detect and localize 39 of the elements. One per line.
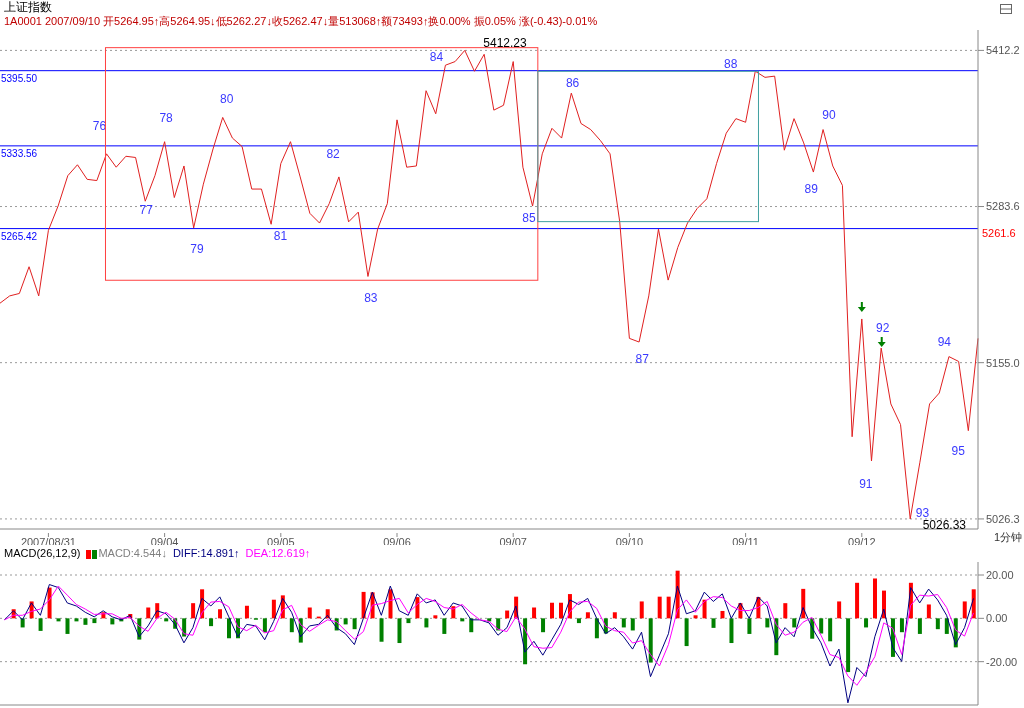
text: DIFF:14.891↑ <box>172 547 240 559</box>
annotation: 91 <box>859 476 873 491</box>
y-tick-label: 5412.2 <box>986 44 1020 57</box>
annotation: 5026.33 <box>922 518 967 533</box>
annotation: 79 <box>190 242 204 257</box>
annotation: 86 <box>565 75 580 90</box>
annotation: 92 <box>876 321 890 336</box>
ref-line-label: 5333.56 <box>1 147 38 159</box>
annotation: 95 <box>951 444 966 459</box>
annotation: 90 <box>822 107 837 122</box>
annotation: 5412.23 <box>483 35 528 50</box>
annotation: 88 <box>723 56 738 71</box>
annotation: 80 <box>220 91 234 106</box>
annotation: 84 <box>429 50 444 65</box>
annotation: 82 <box>326 146 341 161</box>
annotation: 94 <box>937 334 952 349</box>
y-tick-label: 20.00 <box>986 568 1014 581</box>
annotation: 93 <box>915 505 930 520</box>
y-tick-label: 5155.0 <box>986 356 1020 369</box>
text: 5261.6 <box>982 226 1016 239</box>
y-tick-label: -20.00 <box>986 655 1018 668</box>
ref-line-label: 5265.42 <box>1 230 38 242</box>
chart-title: MACD(26,12,9) <box>4 547 81 559</box>
annotation: 78 <box>159 110 174 125</box>
annotation: 81 <box>273 228 288 243</box>
x-axis-title: 1分钟 <box>993 530 1022 545</box>
chart-title: 上证指数 <box>4 0 53 14</box>
ref-line-label: 5395.50 <box>1 72 38 84</box>
annotation: 77 <box>139 203 154 218</box>
y-tick-label: 5026.3 <box>986 512 1020 525</box>
y-tick-label: 0.00 <box>986 612 1008 625</box>
text: DEA:12.619↑ <box>245 547 311 559</box>
legend-label: MACD:4.544↓ <box>98 547 167 559</box>
chart-subtitle: 1A0001 2007/09/10 开5264.95↑高5264.95↓低5262.27↓收5262.47↓量513068↑额73493↑换0.00% 振0.05% 涨(-0.43)-0.01% <box>4 14 598 28</box>
annotation: 87 <box>635 351 650 366</box>
annotation: 83 <box>364 291 378 306</box>
y-tick-label: 5283.6 <box>986 200 1020 213</box>
annotation: 89 <box>804 181 819 196</box>
annotation: 85 <box>522 210 536 225</box>
